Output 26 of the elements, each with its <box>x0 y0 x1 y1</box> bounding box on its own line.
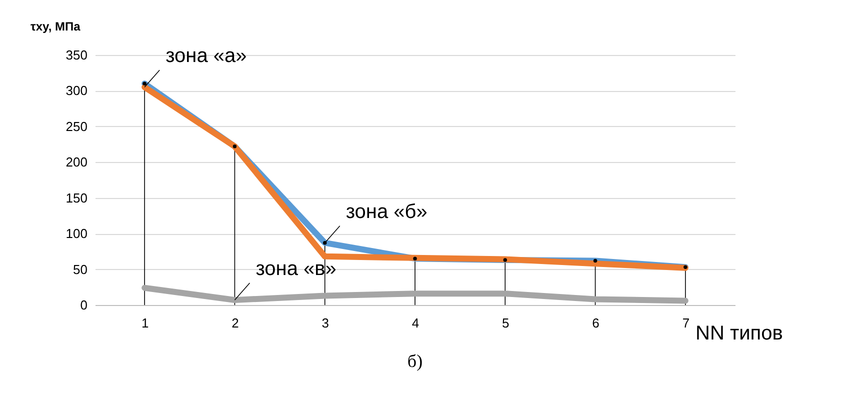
point <box>232 144 237 148</box>
y-tick-label: 150 <box>66 190 88 206</box>
y-tick-label: 50 <box>73 262 88 277</box>
y-tick-label: 0 <box>80 298 88 312</box>
point <box>593 258 598 263</box>
x-axis-title: NN типов <box>696 322 783 344</box>
y-axis-title: τxy, МПа <box>30 20 81 34</box>
x-tick-label: 3 <box>322 316 329 330</box>
x-tick-label: 7 <box>682 316 690 330</box>
annotation: зона «а» <box>166 45 247 68</box>
annotation: зона «б» <box>346 200 428 223</box>
point <box>503 258 508 262</box>
point <box>413 256 417 260</box>
x-tick-label: 5 <box>502 316 510 330</box>
y-tick-label: 350 <box>66 48 88 62</box>
y-tick-label: 200 <box>66 154 88 170</box>
x-tick-label: 4 <box>412 316 420 330</box>
point <box>142 82 146 86</box>
text: б) <box>407 351 423 371</box>
point <box>684 265 688 270</box>
x-tick-label: 6 <box>592 316 600 330</box>
x-tick-label: 2 <box>232 316 239 330</box>
y-tick-label: 100 <box>66 226 88 242</box>
x-tick-label: 1 <box>141 316 149 330</box>
y-tick-label: 250 <box>66 118 88 134</box>
y-tick-label: 300 <box>66 83 88 98</box>
